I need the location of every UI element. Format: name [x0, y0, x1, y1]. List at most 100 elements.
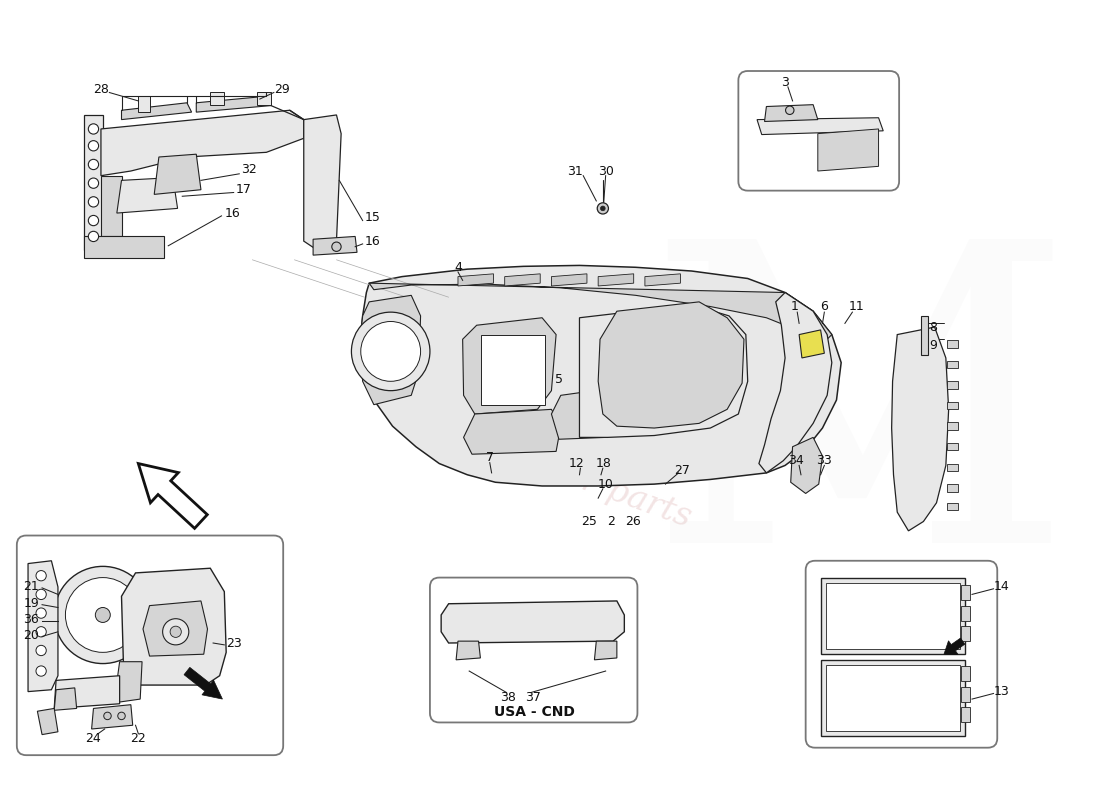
Circle shape: [601, 206, 605, 210]
Polygon shape: [817, 129, 879, 171]
Text: 34: 34: [789, 454, 804, 467]
Circle shape: [88, 124, 99, 134]
Circle shape: [36, 608, 46, 618]
FancyBboxPatch shape: [805, 561, 998, 748]
Polygon shape: [117, 178, 177, 213]
Polygon shape: [441, 601, 625, 643]
Circle shape: [88, 231, 99, 242]
Polygon shape: [757, 118, 883, 134]
Polygon shape: [121, 568, 227, 685]
Polygon shape: [184, 667, 222, 699]
Text: 6: 6: [821, 300, 828, 313]
Bar: [960, 707, 970, 722]
Polygon shape: [944, 638, 965, 654]
Text: 25: 25: [581, 515, 597, 528]
Text: 16: 16: [224, 206, 240, 219]
Polygon shape: [799, 330, 824, 358]
Circle shape: [88, 159, 99, 170]
Text: 29: 29: [274, 83, 290, 96]
Circle shape: [36, 570, 46, 581]
Polygon shape: [257, 91, 271, 105]
Text: 33: 33: [816, 454, 833, 467]
Text: 30: 30: [597, 165, 614, 178]
Bar: [960, 666, 970, 682]
Text: 18: 18: [596, 457, 612, 470]
Polygon shape: [28, 561, 58, 692]
Text: USA - CND: USA - CND: [494, 705, 575, 719]
Text: 11: 11: [848, 300, 864, 313]
Circle shape: [36, 626, 46, 637]
Polygon shape: [84, 237, 164, 258]
Polygon shape: [892, 327, 948, 531]
Text: 17: 17: [235, 183, 252, 196]
Text: M: M: [647, 226, 1074, 630]
Circle shape: [36, 666, 46, 676]
Text: 20: 20: [23, 629, 40, 642]
Circle shape: [170, 626, 182, 638]
Polygon shape: [91, 705, 133, 729]
Polygon shape: [314, 237, 358, 255]
Polygon shape: [54, 676, 120, 709]
FancyBboxPatch shape: [738, 71, 899, 190]
Polygon shape: [370, 283, 832, 344]
Polygon shape: [196, 96, 271, 112]
Bar: [947, 503, 958, 510]
Circle shape: [88, 141, 99, 151]
Polygon shape: [645, 274, 681, 286]
Polygon shape: [304, 115, 341, 250]
Bar: [921, 316, 928, 355]
Text: 24: 24: [86, 732, 101, 745]
Polygon shape: [154, 154, 201, 194]
FancyBboxPatch shape: [430, 578, 637, 722]
Polygon shape: [759, 293, 832, 473]
Circle shape: [118, 712, 125, 720]
Text: 13: 13: [994, 685, 1010, 698]
Polygon shape: [463, 318, 557, 414]
Text: 2: 2: [607, 515, 615, 528]
Polygon shape: [791, 438, 823, 494]
Circle shape: [96, 607, 110, 622]
Polygon shape: [551, 274, 587, 286]
Bar: [947, 402, 958, 410]
Text: 22: 22: [131, 732, 146, 745]
Polygon shape: [143, 601, 208, 656]
Text: 3: 3: [781, 76, 789, 89]
FancyBboxPatch shape: [16, 535, 283, 755]
Bar: [826, 666, 960, 731]
Polygon shape: [360, 295, 420, 405]
Circle shape: [65, 578, 140, 652]
Circle shape: [54, 566, 152, 663]
Bar: [826, 583, 960, 649]
Circle shape: [103, 712, 111, 720]
Text: 32: 32: [241, 162, 257, 176]
Polygon shape: [580, 305, 748, 438]
Text: 23: 23: [227, 637, 242, 650]
Text: 28: 28: [94, 83, 109, 96]
Circle shape: [351, 312, 430, 390]
Polygon shape: [101, 110, 304, 176]
Text: 5: 5: [554, 373, 563, 386]
Text: 8: 8: [928, 321, 937, 334]
Text: 21: 21: [23, 581, 40, 594]
Text: a passion for parts: a passion for parts: [388, 396, 696, 534]
Bar: [482, 334, 544, 405]
Polygon shape: [764, 105, 817, 122]
Bar: [821, 578, 966, 654]
Bar: [821, 660, 966, 737]
Text: 10: 10: [597, 478, 614, 490]
Text: 16: 16: [364, 234, 381, 248]
Bar: [947, 422, 958, 430]
Polygon shape: [505, 274, 540, 286]
Text: 36: 36: [23, 613, 40, 626]
Bar: [947, 443, 958, 450]
Text: 7: 7: [486, 451, 494, 465]
Polygon shape: [594, 641, 617, 660]
Bar: [960, 687, 970, 702]
Bar: [947, 361, 958, 368]
Circle shape: [597, 202, 608, 214]
Text: 26: 26: [625, 515, 640, 528]
Text: 27: 27: [674, 463, 690, 477]
Circle shape: [36, 646, 46, 656]
Polygon shape: [114, 662, 142, 703]
Polygon shape: [463, 410, 561, 454]
